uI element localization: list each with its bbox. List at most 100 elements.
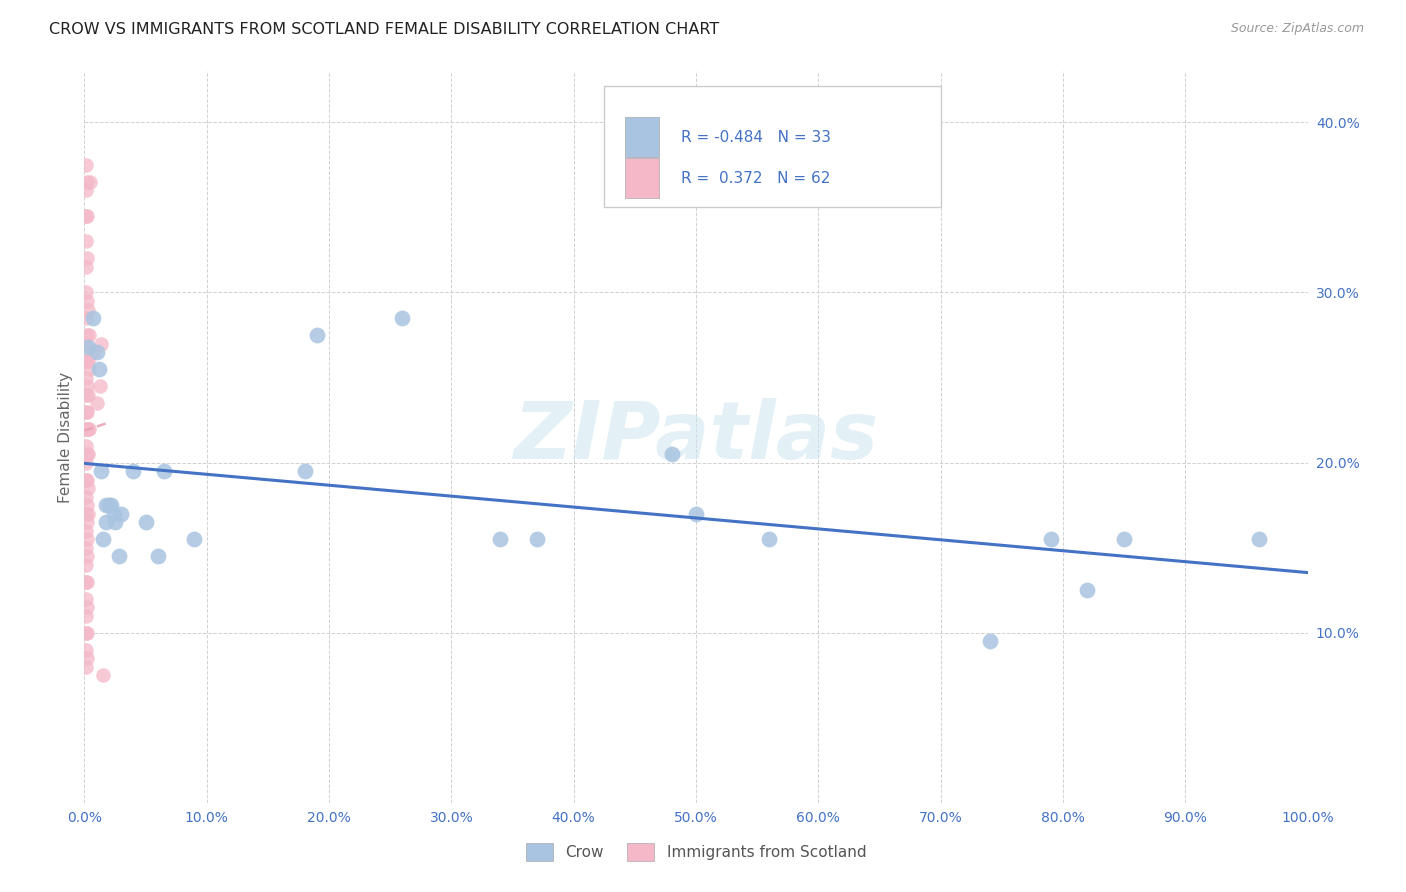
Point xyxy=(76,293,98,308)
Point xyxy=(77,328,100,343)
Point xyxy=(1114,532,1136,546)
Point xyxy=(97,498,120,512)
Point xyxy=(75,336,97,351)
Point xyxy=(75,625,97,640)
Point xyxy=(100,498,122,512)
Point xyxy=(77,353,100,368)
Point xyxy=(77,340,100,354)
Point xyxy=(75,608,97,623)
Point xyxy=(75,659,97,673)
Text: CROW VS IMMIGRANTS FROM SCOTLAND FEMALE DISABILITY CORRELATION CHART: CROW VS IMMIGRANTS FROM SCOTLAND FEMALE … xyxy=(49,22,720,37)
Point xyxy=(76,328,98,343)
Point xyxy=(77,421,100,435)
Point xyxy=(76,252,98,266)
Point xyxy=(76,515,98,529)
Point xyxy=(77,447,100,461)
Point xyxy=(135,515,157,529)
Point xyxy=(305,328,328,343)
Point xyxy=(661,447,683,461)
Point xyxy=(76,532,98,546)
Point xyxy=(75,574,97,589)
Text: ZIPatlas: ZIPatlas xyxy=(513,398,879,476)
Point xyxy=(75,235,97,249)
Point xyxy=(526,532,548,546)
Point xyxy=(104,515,127,529)
Point xyxy=(1039,532,1062,546)
Point xyxy=(91,532,114,546)
Point xyxy=(110,507,132,521)
Point xyxy=(76,549,98,563)
Point xyxy=(77,507,100,521)
Point xyxy=(79,175,101,189)
Point xyxy=(75,524,97,538)
Point xyxy=(1076,583,1098,598)
Point xyxy=(75,209,97,223)
Text: Source: ZipAtlas.com: Source: ZipAtlas.com xyxy=(1230,22,1364,36)
Point xyxy=(90,464,112,478)
FancyBboxPatch shape xyxy=(626,117,659,157)
Point xyxy=(75,490,97,504)
Point xyxy=(75,541,97,555)
Point xyxy=(153,464,176,478)
Point xyxy=(107,549,129,563)
Point xyxy=(91,668,114,682)
Point xyxy=(76,404,98,418)
Point xyxy=(758,532,780,546)
Text: R = -0.484   N = 33: R = -0.484 N = 33 xyxy=(682,129,831,145)
Point xyxy=(75,370,97,384)
Point xyxy=(76,175,98,189)
Point xyxy=(82,311,104,326)
Point xyxy=(87,362,110,376)
Point xyxy=(103,507,125,521)
Point xyxy=(76,473,98,487)
Point xyxy=(77,481,100,495)
Point xyxy=(183,532,205,546)
Point xyxy=(76,574,98,589)
Point xyxy=(489,532,512,546)
Point xyxy=(76,447,98,461)
Point xyxy=(685,507,707,521)
Point xyxy=(75,387,97,401)
Point xyxy=(75,456,97,470)
Point xyxy=(76,498,98,512)
FancyBboxPatch shape xyxy=(605,86,941,207)
Point xyxy=(122,464,145,478)
Point xyxy=(77,421,100,435)
Point xyxy=(391,311,413,326)
Point xyxy=(75,158,97,172)
Legend: Crow, Immigrants from Scotland: Crow, Immigrants from Scotland xyxy=(526,843,866,861)
Point xyxy=(76,651,98,665)
Point xyxy=(75,353,97,368)
Point xyxy=(75,473,97,487)
Point xyxy=(96,515,118,529)
Point xyxy=(75,507,97,521)
Point xyxy=(75,439,97,453)
Point xyxy=(75,421,97,435)
Point xyxy=(89,379,111,393)
Text: R =  0.372   N = 62: R = 0.372 N = 62 xyxy=(682,170,831,186)
Point xyxy=(75,642,97,657)
Point xyxy=(76,421,98,435)
Y-axis label: Female Disability: Female Disability xyxy=(58,371,73,503)
Point xyxy=(96,498,118,512)
FancyBboxPatch shape xyxy=(626,158,659,198)
Point xyxy=(86,396,108,410)
Point xyxy=(77,302,100,317)
Point xyxy=(76,625,98,640)
Point xyxy=(76,209,98,223)
Point xyxy=(75,591,97,606)
Point xyxy=(75,285,97,300)
Point xyxy=(76,600,98,615)
Point xyxy=(76,379,98,393)
Point xyxy=(90,336,112,351)
Point xyxy=(75,183,97,197)
Point xyxy=(77,387,100,401)
Point xyxy=(75,260,97,274)
Point xyxy=(979,634,1001,648)
Point xyxy=(1247,532,1270,546)
Point xyxy=(75,558,97,572)
Point xyxy=(76,353,98,368)
Point xyxy=(82,345,104,359)
Point xyxy=(75,404,97,418)
Point xyxy=(75,311,97,326)
